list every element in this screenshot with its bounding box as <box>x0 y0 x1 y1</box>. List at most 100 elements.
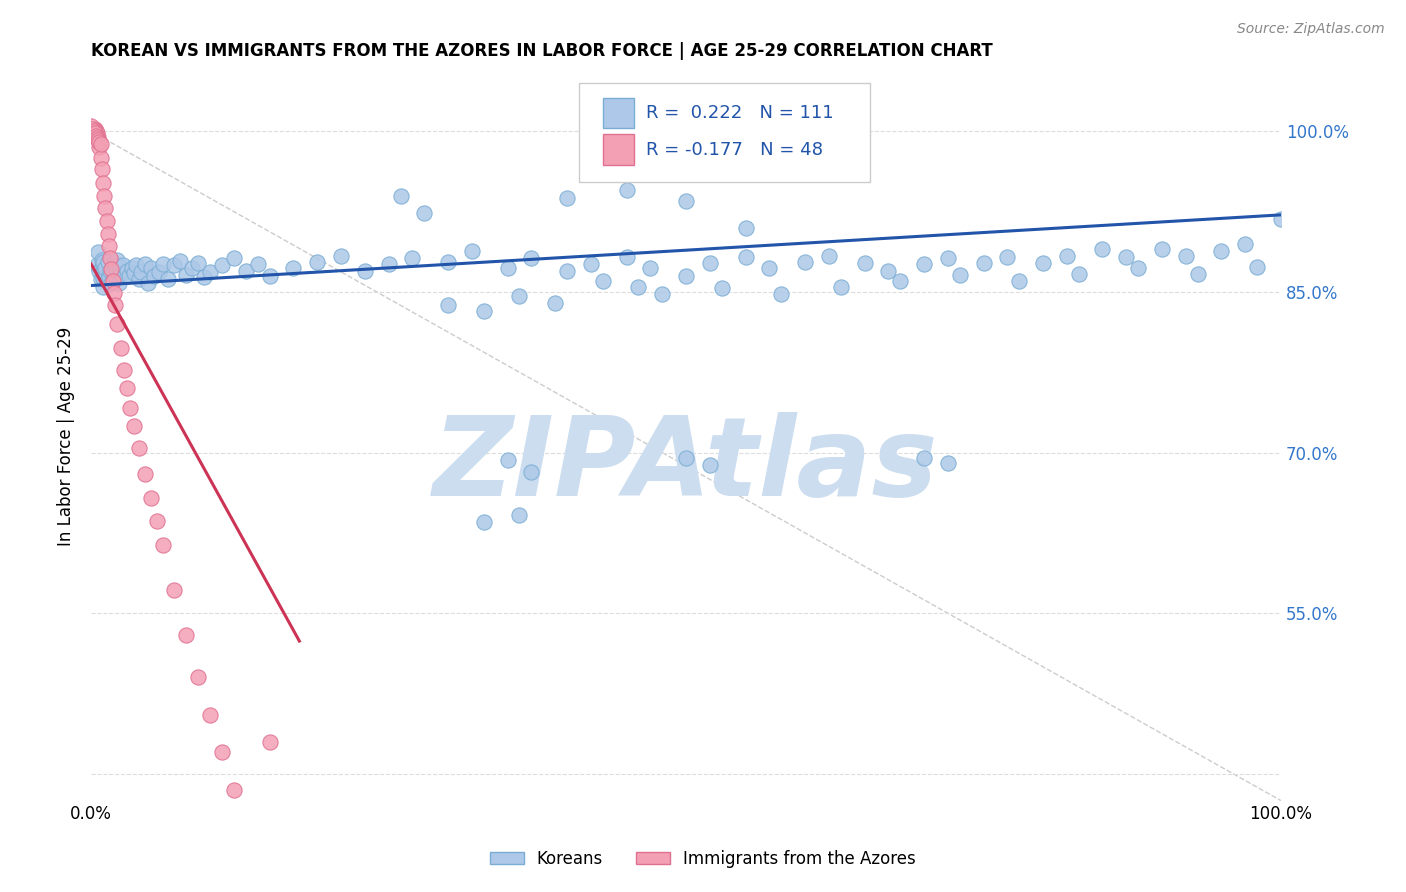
Point <box>1211 244 1233 259</box>
Point <box>148 264 170 278</box>
Point <box>122 418 145 433</box>
Point <box>112 258 135 272</box>
Point <box>520 251 543 265</box>
Point <box>80 119 103 133</box>
Point <box>413 205 436 219</box>
Point <box>675 268 697 283</box>
Point <box>98 251 121 265</box>
Point <box>163 258 186 272</box>
Point <box>616 250 638 264</box>
Point <box>1234 236 1257 251</box>
Point <box>91 271 114 285</box>
Point <box>710 281 733 295</box>
Point <box>89 263 111 277</box>
Point <box>246 257 269 271</box>
Point <box>89 140 111 154</box>
Point <box>91 258 114 272</box>
Legend: Koreans, Immigrants from the Azores: Koreans, Immigrants from the Azores <box>484 844 922 875</box>
Point <box>235 263 257 277</box>
Point <box>83 127 105 141</box>
Point <box>235 821 257 835</box>
Point <box>973 256 995 270</box>
Point <box>877 263 900 277</box>
Point <box>98 239 121 253</box>
Point <box>120 401 142 415</box>
Point <box>121 261 143 276</box>
Point <box>193 269 215 284</box>
Point <box>377 257 399 271</box>
Point <box>912 257 935 271</box>
Point <box>181 261 204 276</box>
Point <box>87 245 110 260</box>
Point <box>90 161 112 176</box>
Point <box>734 220 756 235</box>
Y-axis label: In Labor Force | Age 25-29: In Labor Force | Age 25-29 <box>58 326 75 546</box>
Point <box>118 268 141 283</box>
Point <box>307 255 329 269</box>
Text: R = -0.177   N = 48: R = -0.177 N = 48 <box>645 141 823 160</box>
Text: Source: ZipAtlas.com: Source: ZipAtlas.com <box>1237 22 1385 37</box>
Point <box>472 304 495 318</box>
Point <box>105 317 128 331</box>
Point <box>100 262 122 277</box>
Point <box>89 135 111 149</box>
Point <box>437 298 460 312</box>
Point <box>110 341 132 355</box>
Point <box>96 274 118 288</box>
Point <box>83 124 105 138</box>
Point <box>134 467 156 481</box>
Point <box>87 133 110 147</box>
Point <box>157 272 180 286</box>
Point <box>544 295 567 310</box>
Point <box>176 627 198 641</box>
Point <box>699 256 721 270</box>
Point <box>91 255 114 269</box>
Point <box>145 514 167 528</box>
Point <box>83 122 105 136</box>
Point <box>97 227 120 241</box>
Point <box>122 266 145 280</box>
Point <box>1150 242 1173 256</box>
Text: R =  0.222   N = 111: R = 0.222 N = 111 <box>645 104 834 122</box>
Point <box>82 122 104 136</box>
Point <box>640 261 662 276</box>
FancyBboxPatch shape <box>603 135 634 165</box>
Point <box>125 258 148 272</box>
Point <box>651 287 673 301</box>
Point <box>853 256 876 270</box>
Point <box>90 272 112 286</box>
Point <box>817 248 839 262</box>
Point <box>675 450 697 465</box>
Point <box>143 268 166 283</box>
Point <box>211 258 233 272</box>
Point <box>936 456 959 470</box>
Point <box>103 286 125 301</box>
Point <box>152 538 174 552</box>
Point <box>98 263 121 277</box>
Point <box>353 263 375 277</box>
Point <box>699 458 721 473</box>
Point <box>794 255 817 269</box>
Point <box>136 277 159 291</box>
Point <box>259 735 281 749</box>
Point <box>101 274 124 288</box>
Point <box>579 257 602 271</box>
Point <box>86 127 108 141</box>
Point <box>1128 261 1150 276</box>
Point <box>1008 274 1031 288</box>
Point <box>889 274 911 288</box>
Point <box>211 746 233 760</box>
Text: ZIPAtlas: ZIPAtlas <box>433 412 939 519</box>
Point <box>936 251 959 265</box>
FancyBboxPatch shape <box>579 83 870 182</box>
Point <box>139 491 162 505</box>
Point <box>995 250 1018 264</box>
Point <box>90 137 112 152</box>
Point <box>114 363 136 377</box>
Point <box>98 268 121 283</box>
Point <box>139 261 162 276</box>
Point <box>555 263 578 277</box>
Point <box>675 194 697 208</box>
Point <box>94 202 117 216</box>
Point <box>91 176 114 190</box>
